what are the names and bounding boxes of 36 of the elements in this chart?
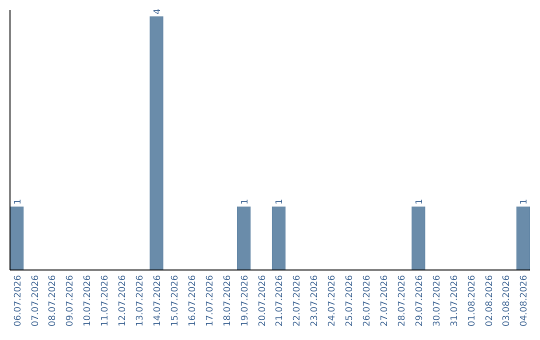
x-tick-label: 03.08.2026: [502, 274, 512, 327]
x-tick-label: 06.07.2026: [13, 274, 24, 327]
x-tick-label: 20.07.2026: [258, 274, 268, 327]
x-tick-label: 14.07.2026: [153, 274, 163, 327]
x-tick-label: 30.07.2026: [432, 274, 442, 327]
x-tick-label: 02.08.2026: [484, 274, 495, 327]
x-tick-label: 16.07.2026: [188, 274, 198, 327]
data-label: 1: [240, 198, 250, 205]
x-tick-label: 24.07.2026: [328, 274, 338, 327]
x-tick-label: 21.07.2026: [275, 274, 286, 327]
x-tick-label: 12.07.2026: [118, 274, 128, 327]
x-tick-label: 13.07.2026: [136, 274, 146, 327]
x-tick-label: 25.07.2026: [345, 274, 356, 327]
x-tick-label: 10.07.2026: [83, 274, 94, 327]
x-tick-label: 07.07.2026: [30, 274, 41, 327]
x-tick-label: 17.07.2026: [205, 274, 216, 327]
data-label: 1: [520, 198, 530, 205]
data-label: 1: [13, 198, 24, 205]
x-tick-label: 19.07.2026: [240, 274, 250, 327]
x-tick-label: 26.07.2026: [362, 274, 373, 327]
x-tick-label: 29.07.2026: [414, 274, 425, 327]
x-tick-label: 11.07.2026: [100, 274, 111, 327]
x-tick-label: 28.07.2026: [397, 274, 408, 327]
data-label: 1: [414, 198, 425, 205]
x-tick-label: 04.08.2026: [520, 274, 530, 327]
x-tick-label: 31.07.2026: [450, 274, 460, 327]
data-label: 4: [153, 8, 163, 14]
x-tick-label: 18.07.2026: [222, 274, 233, 327]
x-tick-label: 27.07.2026: [380, 274, 390, 327]
x-tick-label: 01.08.2026: [467, 274, 478, 327]
x-tick-label: 09.07.2026: [66, 274, 76, 327]
x-tick-label: 23.07.2026: [310, 274, 320, 327]
x-tick-label: 15.07.2026: [170, 274, 180, 327]
data-label: 1: [275, 198, 286, 205]
x-tick-label: 22.07.2026: [292, 274, 303, 327]
x-tick-label: 08.07.2026: [48, 274, 58, 327]
